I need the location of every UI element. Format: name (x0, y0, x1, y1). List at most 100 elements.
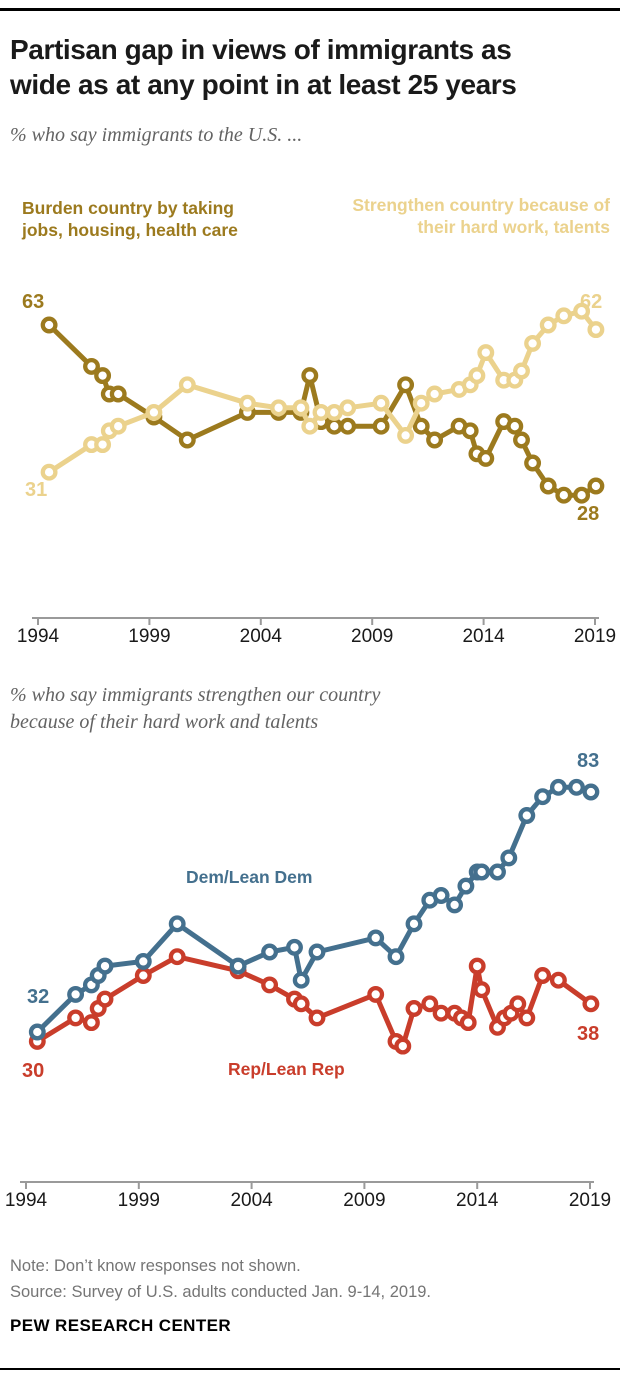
burden-data-point (477, 449, 495, 467)
burden-data-point (94, 367, 112, 385)
dem-data-point (457, 877, 475, 895)
rep-data-point (261, 976, 279, 994)
bottom-rule (0, 1368, 620, 1370)
rep-data-point (421, 995, 439, 1013)
burden-strengthen-chart: 1994 1999 2004 2009 2014 2019 (17, 302, 616, 647)
strengthen-data-point (301, 417, 319, 435)
burden-data-point (325, 417, 343, 435)
rep-data-point (549, 971, 567, 989)
strengthen-data-point (539, 316, 557, 334)
rep-data-point (308, 1009, 326, 1027)
axis-tick-label: 2009 (343, 1190, 385, 1211)
dem-data-point (446, 896, 464, 914)
dem-data-point (534, 788, 552, 806)
burden-data-point (573, 486, 591, 504)
strengthen-data-point (312, 403, 330, 421)
strengthen-line (46, 308, 599, 475)
burden-data-point (461, 422, 479, 440)
chart2-subtitle-line-1: % who say immigrants strengthen our coun… (10, 684, 381, 706)
axis-tick-label: 1994 (5, 1190, 48, 1211)
top-rule (0, 8, 620, 11)
burden-data-point (339, 417, 357, 435)
burden-data-point (372, 417, 390, 435)
dem-data-point (286, 938, 303, 956)
rep-data-point (82, 1014, 100, 1032)
chart2-subtitle: % who say immigrants strengthen our coun… (10, 682, 570, 736)
rep-data-point (582, 995, 600, 1013)
strengthen-data-point (412, 394, 430, 412)
partisan-chart: 1994 1999 2004 2009 2014 2019 (5, 778, 611, 1211)
x-axis: 1994 1999 2004 2009 2014 2019 (5, 1181, 611, 1211)
dem-data-point (367, 929, 385, 947)
axis-tick-label: 1994 (17, 626, 60, 647)
rep-data-point (473, 981, 491, 999)
footer-source: Source: Survey of U.S. adults conducted … (10, 1283, 431, 1301)
rep-end-value: 38 (577, 1023, 600, 1045)
strengthen-series-label: Strengthen country because of their hard… (352, 195, 610, 237)
dem-data-point (96, 957, 114, 975)
rep-data-point (468, 957, 486, 975)
title-line-2: wide as at any point in at least 25 year… (10, 69, 517, 100)
strengthen-data-point (325, 403, 343, 421)
x-axis: 1994 1999 2004 2009 2014 2019 (17, 617, 616, 647)
strengthen-data-point (468, 367, 486, 385)
rep-data-point (518, 1009, 536, 1027)
dem-data-point (387, 948, 405, 966)
dem-data-point (549, 778, 567, 796)
dem-data-point (582, 783, 600, 801)
axis-tick-label: 1999 (118, 1190, 160, 1211)
rep-data-point (367, 985, 385, 1003)
page-title: Partisan gap in views of immigrants as w… (10, 32, 616, 102)
strengthen-data-point (40, 463, 58, 481)
dem-data-point (489, 863, 506, 881)
rep-start-value: 30 (22, 1060, 45, 1082)
burden-data-point (83, 357, 100, 375)
axis-tick-label: 2019 (569, 1190, 611, 1211)
axis-tick-label: 2004 (230, 1190, 273, 1211)
strengthen-data-point (339, 399, 357, 417)
dem-data-point (568, 778, 585, 796)
rep-data-point (405, 1000, 423, 1017)
rep-data-point (394, 1037, 412, 1055)
strengthen-data-point (270, 399, 288, 417)
rep-data-point (67, 1009, 85, 1027)
rep-data-point (509, 995, 527, 1013)
burden-start-value: 63 (22, 291, 45, 313)
strengthen-data-point (109, 417, 127, 435)
burden-data-point (178, 431, 196, 449)
burden-data-point (109, 385, 127, 403)
dem-series-label: Dem/Lean Dem (186, 867, 313, 887)
burden-data-point (412, 417, 430, 435)
burden-data-point (40, 316, 58, 334)
burden-end-value: 28 (577, 503, 600, 525)
strengthen-data-point (145, 403, 163, 421)
burden-data-point (555, 486, 573, 504)
dem-data-point (134, 952, 152, 970)
strengthen-data-point (477, 344, 495, 362)
burden-data-point (506, 417, 524, 435)
strengthen-data-point (426, 385, 444, 403)
dem-end-value: 83 (577, 750, 600, 772)
chart2-subtitle-line-2: because of their hard work and talents (10, 711, 319, 733)
dem-data-point (308, 943, 326, 961)
rep-line (34, 954, 594, 1049)
footer-note: Note: Don’t know responses not shown. (10, 1257, 301, 1275)
strengthen-data-point (178, 376, 196, 394)
dem-data-point (518, 807, 536, 824)
axis-tick-label: 2014 (462, 626, 505, 647)
dem-data-point (168, 915, 186, 933)
dem-data-point (292, 971, 310, 989)
rep-data-point (534, 967, 552, 984)
strengthen-data-point (587, 321, 605, 339)
burden-data-point (524, 454, 542, 472)
rep-data-point (168, 948, 186, 966)
rep-series-label: Rep/Lean Rep (228, 1059, 345, 1079)
rep-data-point (459, 1014, 477, 1032)
rep-data-point (134, 967, 152, 984)
rep-data-point (432, 1004, 450, 1022)
chart1-subtitle: % who say immigrants to the U.S. ... (10, 124, 303, 146)
axis-tick-label: 2014 (456, 1190, 499, 1211)
dem-data-point (432, 887, 450, 904)
strengthen-start-value: 31 (25, 479, 48, 501)
